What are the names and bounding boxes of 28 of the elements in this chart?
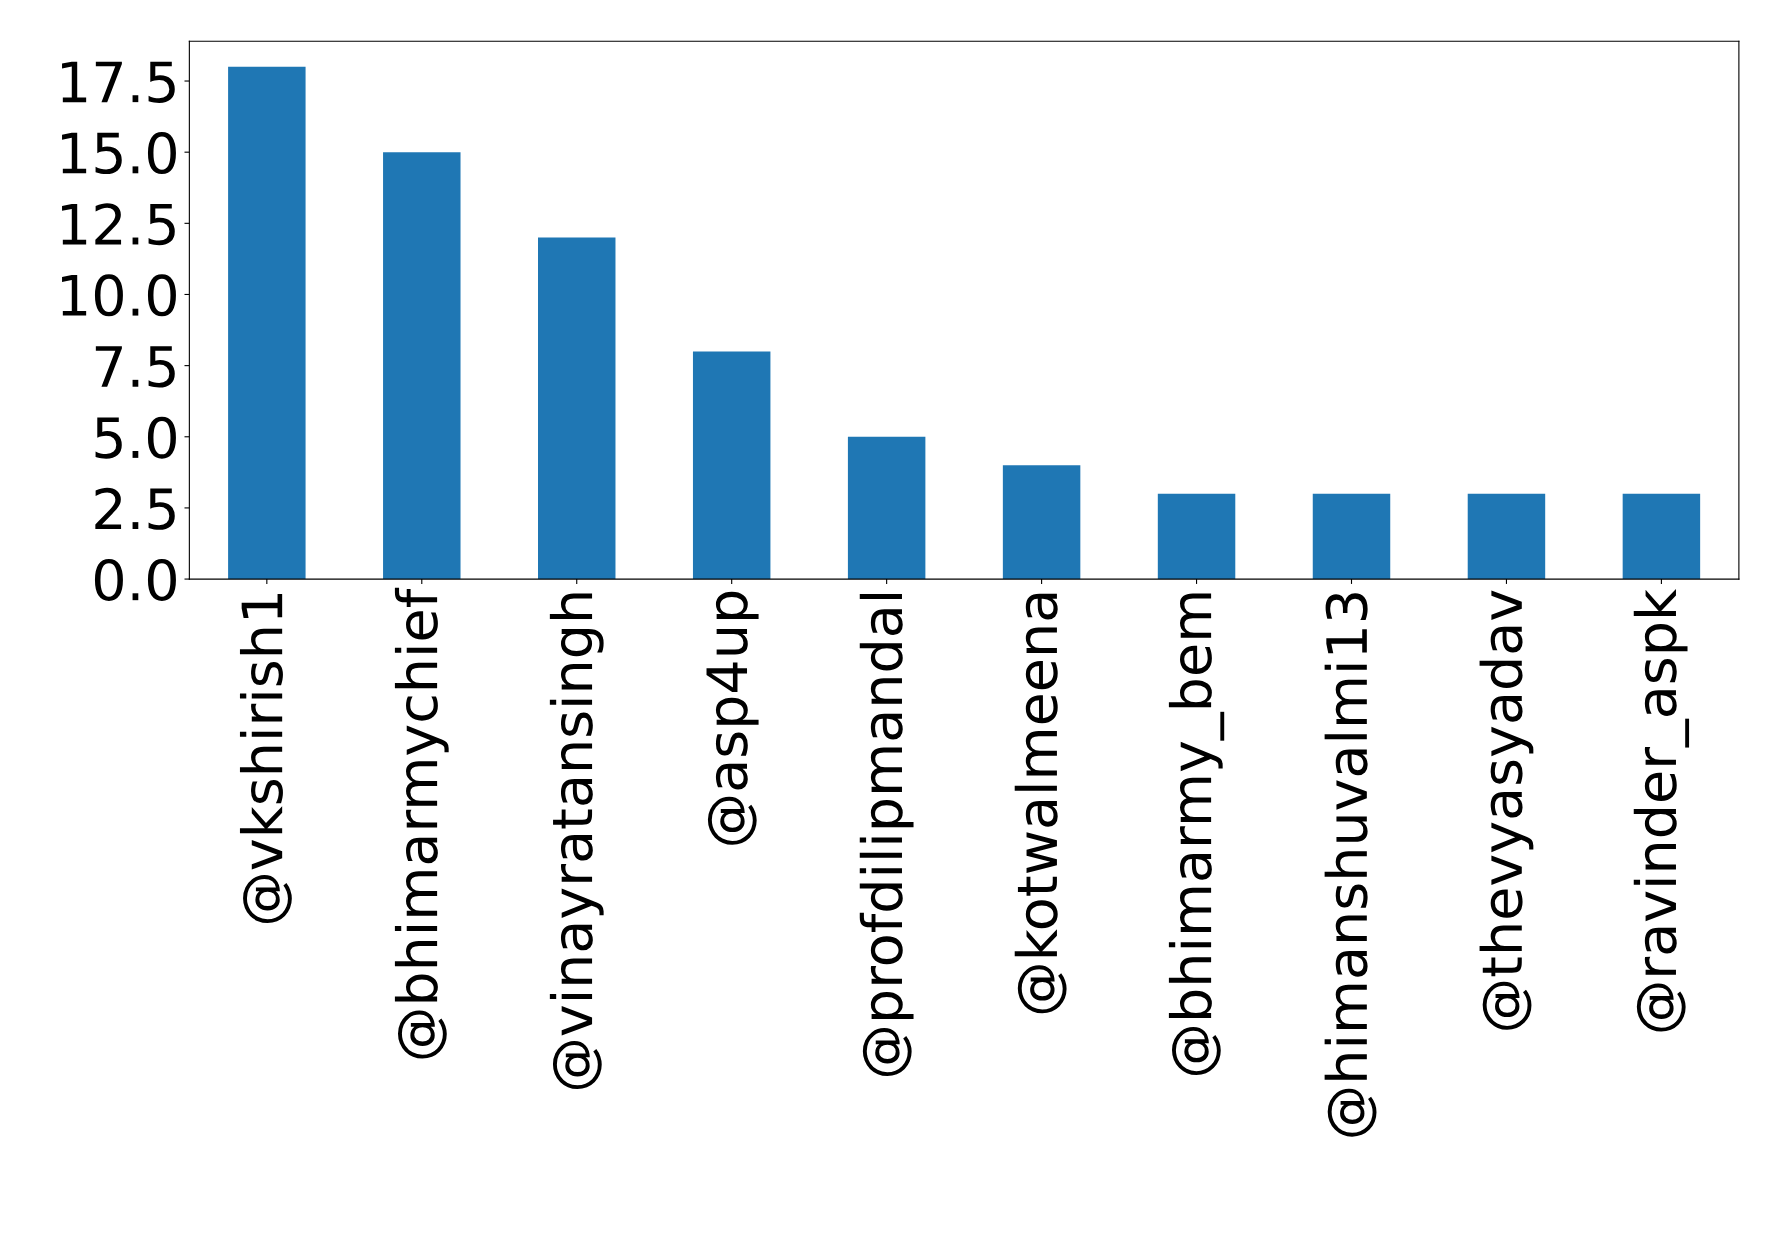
y-tick-label: 7.5 [95, 346, 175, 388]
bar [1002, 465, 1081, 580]
y-tick-label: 2.5 [95, 487, 175, 530]
x-tick-label: @himanshuvalmi13 [1324, 593, 1377, 1137]
bar [1622, 493, 1701, 580]
bar [692, 351, 771, 580]
x-tick-label: @thevyasyadav [1479, 590, 1534, 1030]
x-tick-label: @bhimarmy_bem [1168, 593, 1225, 1075]
bar [847, 436, 926, 580]
bar [1467, 493, 1546, 580]
x-tick-label: @ravinder_aspk [1633, 588, 1690, 1032]
x-tick-label: @kotwalmeena [1014, 593, 1067, 1014]
y-tick-label: 0.0 [94, 558, 176, 601]
y-tick-label: 12.5 [62, 203, 175, 246]
bar [228, 66, 306, 580]
y-tick-label: 5.0 [95, 416, 176, 459]
bar [1157, 493, 1236, 580]
x-tick-label: @bhimarmychief [394, 587, 449, 1059]
x-tick-label: @profdilipmandal [859, 594, 914, 1077]
bar [1312, 493, 1391, 580]
x-tick-label: @vkshirish1 [239, 593, 292, 924]
x-tick-label: @vinayratansingh [549, 593, 604, 1090]
y-tick-label: 10.0 [62, 274, 176, 317]
y-tick-label: 17.5 [62, 61, 175, 103]
bar [538, 237, 616, 580]
y-tick-label: 15.0 [62, 132, 176, 175]
bar [383, 152, 461, 580]
x-tick-label: @asp4up [706, 591, 759, 845]
